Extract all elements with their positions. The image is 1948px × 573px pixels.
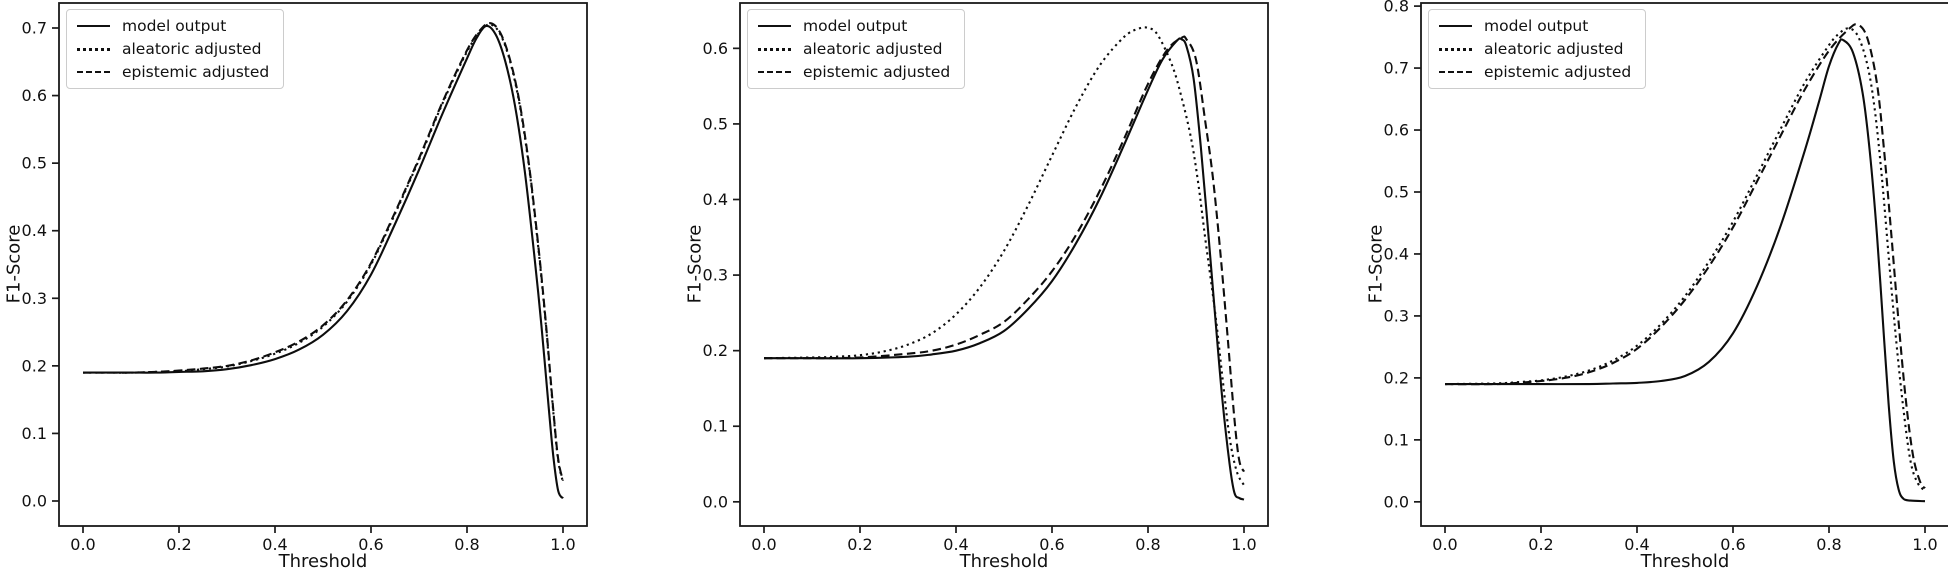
series-line-dotted bbox=[82, 23, 565, 483]
series-line-solid bbox=[82, 24, 564, 500]
legend-item-aleatoric: aleatoric adjusted bbox=[77, 39, 269, 59]
legend-label: model output bbox=[122, 17, 227, 35]
x-tick-label: 0.0 bbox=[751, 535, 776, 554]
plot-area-2: 0.0 0.2 0.4 0.6 0.8 1.0 0.0 0.1 0.2 0.3 0.4 0.5 0.6 bbox=[703, 2, 1269, 554]
legend-label: aleatoric adjusted bbox=[803, 40, 943, 58]
legend-item-model-output: model output bbox=[758, 16, 950, 36]
legend-label: epistemic adjusted bbox=[803, 63, 951, 81]
x-tick-label: 1.0 bbox=[1231, 535, 1256, 554]
chart-panel-2: 0.0 0.2 0.4 0.6 0.8 1.0 0.0 0.1 0.2 0.3 0.4 0.5 0.6 … bbox=[681, 0, 1331, 573]
y-tick-label: 0.5 bbox=[703, 114, 728, 133]
series-line-dashed bbox=[1444, 23, 1926, 489]
x-axis-label: Threshold bbox=[1640, 551, 1730, 572]
y-tick-label: 0.2 bbox=[22, 356, 47, 375]
chart-panel-3: 0.0 0.2 0.4 0.6 0.8 1.0 0.0 0.1 0.2 0.3 0.4 0.5 0.6 0… bbox=[1362, 0, 1948, 573]
x-tick-label: 0.0 bbox=[1432, 535, 1457, 554]
solid-line-swatch-icon bbox=[758, 25, 791, 27]
legend-item-model-output: model output bbox=[1439, 16, 1631, 36]
legend: model output aleatoric adjusted epistemi… bbox=[1428, 9, 1647, 89]
x-tick-label: 1.0 bbox=[550, 535, 575, 554]
y-tick-label: 0.1 bbox=[1384, 430, 1409, 449]
y-tick-label: 0.5 bbox=[1384, 182, 1409, 201]
legend-item-epistemic: epistemic adjusted bbox=[77, 62, 269, 82]
y-tick-label: 0.4 bbox=[22, 221, 47, 240]
y-axis-label: F1-Score bbox=[3, 224, 25, 304]
x-tick-label: 0.4 bbox=[943, 535, 968, 554]
y-tick-label: 0.7 bbox=[1384, 59, 1409, 78]
legend-item-epistemic: epistemic adjusted bbox=[1439, 62, 1631, 82]
legend-item-aleatoric: aleatoric adjusted bbox=[758, 39, 950, 59]
legend-item-model-output: model output bbox=[77, 16, 269, 36]
y-tick-label: 0.2 bbox=[703, 341, 728, 360]
dashed-line-swatch-icon bbox=[77, 71, 110, 73]
solid-line-swatch-icon bbox=[1439, 25, 1472, 27]
x-tick-label: 0.2 bbox=[847, 535, 872, 554]
y-tick-label: 0.2 bbox=[1384, 368, 1409, 387]
y-tick-label: 0.1 bbox=[22, 424, 47, 443]
y-tick-label: 0.6 bbox=[1384, 121, 1409, 140]
x-tick-label: 0.2 bbox=[166, 535, 191, 554]
x-tick-label: 0.8 bbox=[454, 535, 479, 554]
series-line-dotted bbox=[763, 26, 1245, 486]
legend: model output aleatoric adjusted epistemi… bbox=[747, 9, 966, 89]
x-tick-label: 0.0 bbox=[70, 535, 95, 554]
dashed-line-swatch-icon bbox=[1439, 71, 1472, 73]
y-tick-label: 0.0 bbox=[1384, 492, 1409, 511]
y-tick-label: 0.5 bbox=[22, 154, 47, 173]
x-tick-label: 0.8 bbox=[1816, 535, 1841, 554]
series-line-dashed bbox=[763, 35, 1245, 473]
plot-area-3: 0.0 0.2 0.4 0.6 0.8 1.0 0.0 0.1 0.2 0.3 0.4 0.5 0.6 0… bbox=[1384, 0, 1948, 554]
y-tick-label: 0.4 bbox=[1384, 244, 1409, 263]
x-tick-label: 0.2 bbox=[1528, 535, 1553, 554]
series-line-solid bbox=[764, 37, 1245, 501]
y-tick-label: 0.8 bbox=[1384, 0, 1409, 16]
y-tick-label: 0.3 bbox=[1384, 306, 1409, 325]
x-tick-label: 0.8 bbox=[1135, 535, 1160, 554]
series-line-dashed bbox=[82, 22, 565, 481]
legend: model output aleatoric adjusted epistemi… bbox=[66, 9, 285, 89]
y-tick-label: 0.6 bbox=[22, 86, 47, 105]
y-tick-label: 0.3 bbox=[22, 289, 47, 308]
dotted-line-swatch-icon bbox=[77, 47, 110, 51]
x-axis-label: Threshold bbox=[959, 551, 1049, 572]
x-tick-label: 0.4 bbox=[262, 535, 287, 554]
legend-label: aleatoric adjusted bbox=[122, 40, 262, 58]
chart-panel-1: 0.0 0.2 0.4 0.6 0.8 1.0 0.0 0.1 0.2 0.3 0.4 0.5 0.6 0… bbox=[0, 0, 650, 573]
legend-label: model output bbox=[803, 17, 908, 35]
x-tick-label: 0.6 bbox=[1039, 535, 1064, 554]
y-tick-label: 0.7 bbox=[22, 19, 47, 38]
plot-frame bbox=[58, 2, 588, 527]
legend-label: epistemic adjusted bbox=[1484, 63, 1632, 81]
legend-item-epistemic: epistemic adjusted bbox=[758, 62, 950, 82]
legend-label: aleatoric adjusted bbox=[1484, 40, 1624, 58]
x-tick-label: 0.6 bbox=[1720, 535, 1745, 554]
y-tick-label: 0.0 bbox=[22, 491, 47, 510]
plot-frame bbox=[739, 2, 1269, 527]
legend-label: epistemic adjusted bbox=[122, 63, 270, 81]
legend-label: model output bbox=[1484, 17, 1589, 35]
x-axis-label: Threshold bbox=[278, 551, 368, 572]
series-line-solid bbox=[1444, 38, 1926, 503]
y-tick-label: 0.1 bbox=[703, 417, 728, 436]
dotted-line-swatch-icon bbox=[758, 47, 791, 51]
y-tick-label: 0.4 bbox=[703, 190, 728, 209]
x-tick-label: 0.6 bbox=[358, 535, 383, 554]
plot-frame bbox=[1420, 2, 1948, 527]
y-axis-label: F1-Score bbox=[684, 224, 706, 304]
legend-item-aleatoric: aleatoric adjusted bbox=[1439, 39, 1631, 59]
y-tick-label: 0.6 bbox=[703, 39, 728, 58]
solid-line-swatch-icon bbox=[77, 25, 110, 27]
dotted-line-swatch-icon bbox=[1439, 47, 1472, 51]
y-tick-label: 0.3 bbox=[703, 266, 728, 285]
series-line-dotted bbox=[1444, 27, 1926, 492]
plot-area-1: 0.0 0.2 0.4 0.6 0.8 1.0 0.0 0.1 0.2 0.3 0.4 0.5 0.6 0… bbox=[22, 2, 588, 554]
x-tick-label: 1.0 bbox=[1912, 535, 1937, 554]
dashed-line-swatch-icon bbox=[758, 71, 791, 73]
x-tick-label: 0.4 bbox=[1624, 535, 1649, 554]
y-tick-label: 0.0 bbox=[703, 492, 728, 511]
y-axis-label: F1-Score bbox=[1365, 224, 1387, 304]
